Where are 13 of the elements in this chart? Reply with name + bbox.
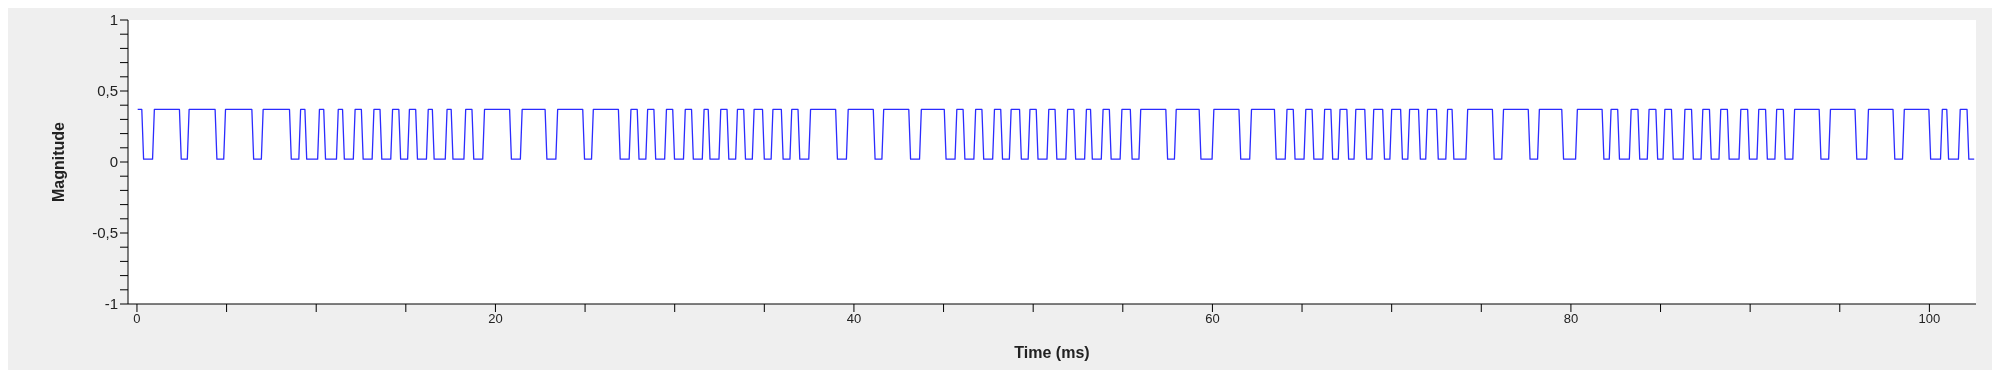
x-tick-label: 80 — [1563, 311, 1579, 327]
x-tick-label: 100 — [1918, 311, 1941, 327]
y-tick-label: -0,5 — [92, 224, 118, 242]
x-tick-label: 60 — [1205, 311, 1220, 327]
x-axis-title: Time (ms) — [1014, 344, 1090, 361]
x-tick-label: 20 — [488, 311, 503, 327]
y-tick-label: 0,5 — [97, 82, 118, 100]
y-axis-title: Magnitude — [49, 121, 67, 202]
y-tick-label: 1 — [109, 11, 118, 29]
y-tick-label: -1 — [104, 295, 118, 313]
y-tick-label: 0 — [109, 153, 118, 171]
x-tick-label: 40 — [846, 311, 862, 327]
x-tick-label: 0 — [133, 311, 141, 327]
